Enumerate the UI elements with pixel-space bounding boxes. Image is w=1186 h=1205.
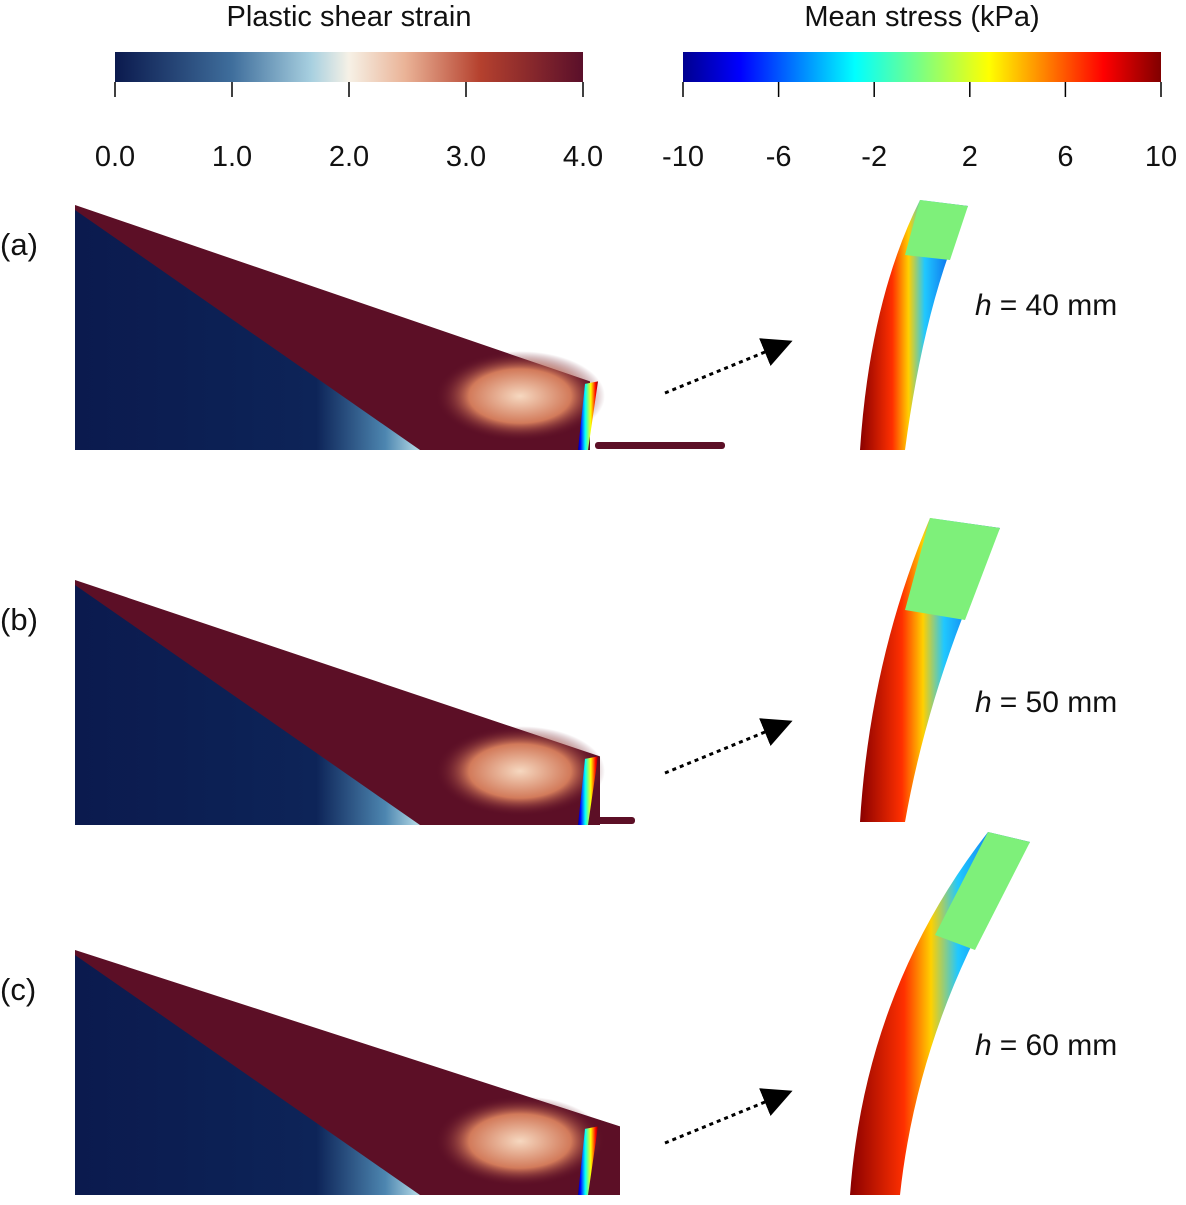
panel-label: (a) [0, 227, 38, 262]
colorbar-tick-label: 1.0 [212, 141, 252, 173]
debris [595, 442, 725, 449]
colorbar-tick-label: 4.0 [563, 141, 603, 173]
pile-height-value: = 60 mm [1000, 1029, 1118, 1062]
wall [578, 1126, 598, 1195]
colorbar [115, 52, 583, 82]
panel-label: (b) [0, 602, 38, 637]
pile-top [935, 832, 1030, 950]
shear-zone [435, 726, 605, 817]
pile-height: h = 50 mm [975, 686, 1117, 719]
pile [850, 832, 1030, 1195]
colorbar-tick-label: 6 [1057, 141, 1073, 173]
pile-height-value: = 50 mm [1000, 686, 1118, 719]
stable-core [75, 585, 420, 825]
colorbar-tick-label: -2 [861, 141, 887, 173]
pile-height-value: = 40 mm [1000, 289, 1118, 322]
colorbar-tick-label: 2.0 [329, 141, 369, 173]
wall [578, 381, 598, 450]
panel-label: (c) [0, 972, 36, 1007]
colorbar-tick-label: 2 [962, 141, 978, 173]
colorbar-tick-label: 3.0 [446, 141, 486, 173]
colorbar-tick-label: -10 [662, 141, 704, 173]
debris [595, 817, 635, 824]
pile-top [905, 518, 1000, 620]
colorbar-tick-label: -6 [766, 141, 792, 173]
stable-core [75, 955, 420, 1195]
colorbar-tick-label: 10 [1145, 141, 1177, 173]
wall [578, 756, 598, 825]
shear-zone [435, 1096, 605, 1187]
arrow [664, 718, 793, 775]
shear-zone [435, 351, 605, 442]
pile-height-symbol: h [975, 289, 992, 322]
arrow [664, 1088, 793, 1145]
colorbar-title: Mean stress (kPa) [804, 1, 1039, 33]
pile-height-symbol: h [975, 1029, 992, 1062]
pile-height: h = 40 mm [975, 289, 1117, 322]
pile-top [905, 200, 968, 260]
colorbar [683, 52, 1161, 82]
arrow [664, 338, 793, 395]
pile-height: h = 60 mm [975, 1029, 1117, 1062]
stable-core [75, 210, 420, 450]
pile-height-symbol: h [975, 686, 992, 719]
pile [860, 200, 968, 450]
colorbar-title: Plastic shear strain [227, 1, 472, 33]
colorbar-tick-label: 0.0 [95, 141, 135, 173]
